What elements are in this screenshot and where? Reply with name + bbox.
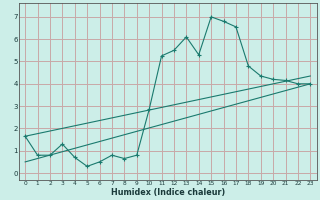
X-axis label: Humidex (Indice chaleur): Humidex (Indice chaleur) [111, 188, 225, 197]
